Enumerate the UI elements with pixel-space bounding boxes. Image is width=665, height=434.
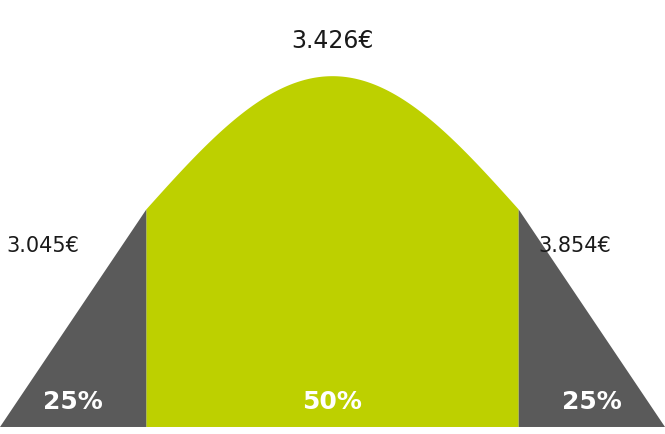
Text: 50%: 50% bbox=[303, 389, 362, 413]
Polygon shape bbox=[0, 210, 146, 427]
Text: 25%: 25% bbox=[562, 389, 622, 413]
Text: 3.426€: 3.426€ bbox=[291, 29, 374, 53]
Text: 3.854€: 3.854€ bbox=[539, 235, 612, 255]
Text: 3.045€: 3.045€ bbox=[7, 235, 80, 255]
Polygon shape bbox=[519, 210, 665, 427]
Text: 25%: 25% bbox=[43, 389, 103, 413]
Polygon shape bbox=[146, 77, 519, 427]
